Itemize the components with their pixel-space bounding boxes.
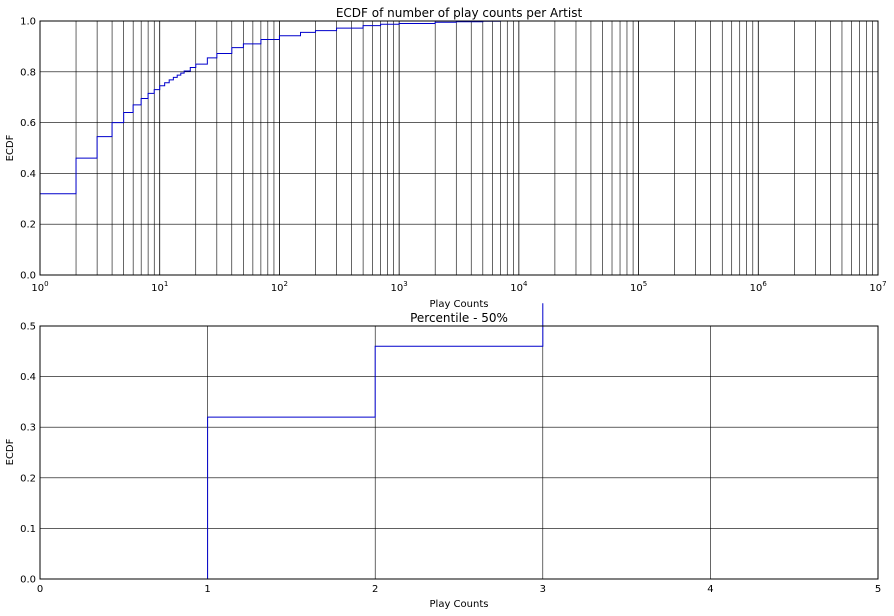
chart-1-y-ticks: 0.0 0.2 0.4 0.6 0.8 1.0 (20, 17, 36, 282)
chart-2-y-label: ECDF (5, 438, 16, 465)
y-tick-label: 0.0 (20, 575, 36, 586)
y-tick-label: 0.5 (20, 322, 36, 333)
chart-1-x-label: Play Counts (430, 299, 489, 310)
y-tick-label: 0.0 (20, 271, 36, 282)
ecdf-log-chart: ECDF of number of play counts per Artist… (5, 6, 887, 310)
x-tick-label: 3 (540, 584, 546, 595)
chart-1-x-ticks: 100 101 102 103 104 105 106 107 (31, 280, 886, 294)
y-tick-label: 0.6 (20, 118, 36, 129)
chart-2-x-label: Play Counts (430, 599, 489, 610)
x-tick-label: 2 (372, 584, 378, 595)
x-tick-label: 103 (391, 280, 408, 294)
chart-2-title: Percentile - 50% (410, 311, 508, 325)
y-tick-label: 0.2 (20, 473, 36, 484)
chart-1-y-label: ECDF (5, 134, 16, 161)
x-tick-label: 101 (151, 280, 168, 294)
x-tick-label: 102 (271, 280, 288, 294)
y-tick-label: 0.4 (20, 372, 36, 383)
y-tick-label: 0.2 (20, 220, 36, 231)
x-tick-label: 104 (510, 280, 528, 294)
x-tick-label: 105 (630, 280, 647, 294)
x-tick-label: 5 (875, 584, 881, 595)
x-tick-label: 106 (750, 280, 768, 294)
ecdf-step-line (207, 303, 544, 579)
x-tick-label: 0 (37, 584, 43, 595)
percentile-chart: Percentile - 50% 0.0 0.1 0.2 0.3 0.4 0.5 0 1 2 3… (5, 303, 881, 610)
y-tick-label: 0.8 (20, 67, 36, 78)
chart-2-series (207, 303, 544, 579)
x-tick-label: 100 (31, 280, 48, 294)
chart-1-plot-area (39, 20, 879, 276)
x-tick-label: 107 (869, 280, 886, 294)
y-tick-label: 1.0 (20, 17, 36, 28)
chart-1-series (40, 20, 878, 195)
x-tick-label: 4 (707, 584, 713, 595)
x-tick-label: 1 (204, 584, 210, 595)
y-tick-label: 0.3 (20, 423, 36, 434)
chart-2-grid (39, 325, 879, 580)
chart-1-grid (39, 20, 878, 276)
chart-2-plot-area (39, 325, 879, 580)
chart-2-x-ticks: 0 1 2 3 4 5 (37, 584, 881, 595)
ecdf-step-line (40, 20, 878, 195)
y-tick-label: 0.4 (20, 169, 36, 180)
chart-1-title: ECDF of number of play counts per Artist (336, 6, 583, 20)
y-tick-label: 0.1 (20, 524, 36, 535)
chart-2-y-ticks: 0.0 0.1 0.2 0.3 0.4 0.5 (20, 322, 36, 586)
